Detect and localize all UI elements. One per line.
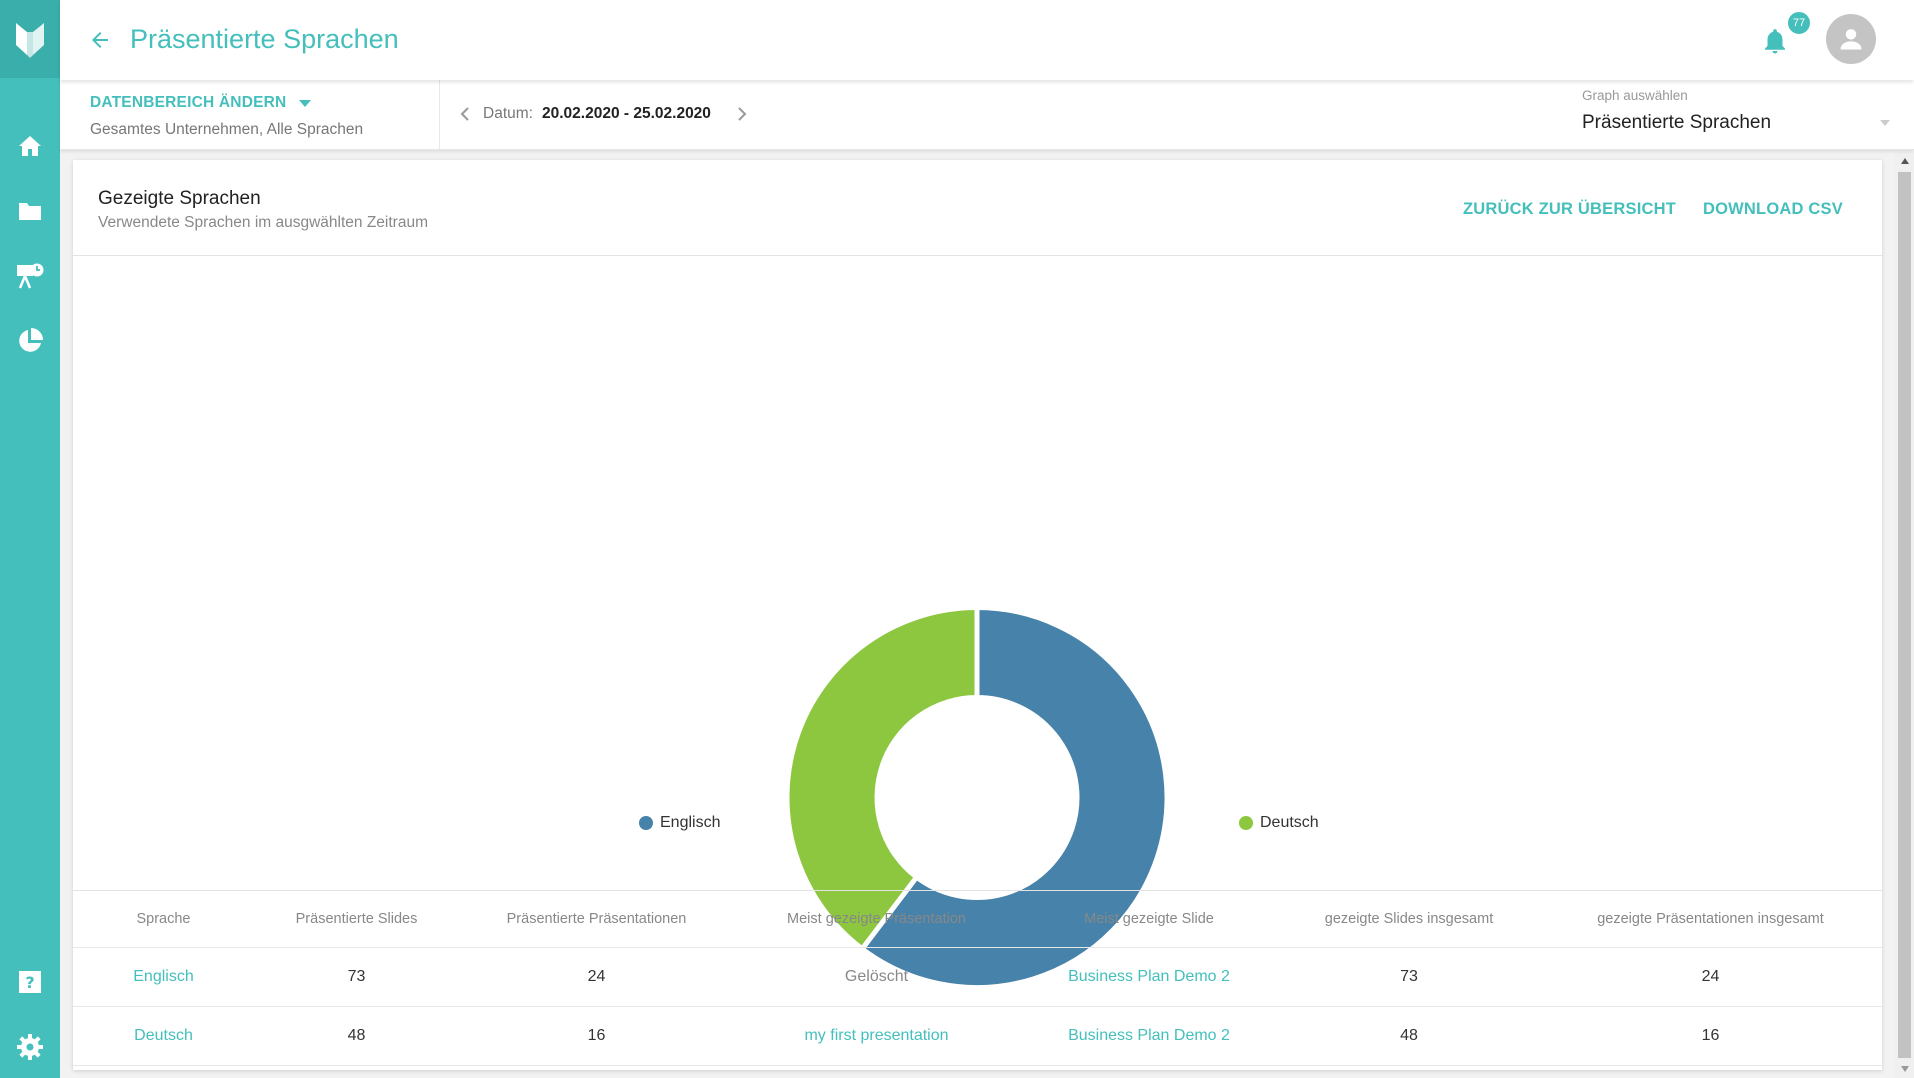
graph-select[interactable]: Graph auswählen Präsentierte Sprachen [1582, 88, 1892, 144]
top-header: Präsentierte Sprachen 77 [60, 0, 1914, 80]
gear-icon [17, 1034, 43, 1060]
arrow-up-icon [1900, 158, 1909, 164]
chevron-left-icon [460, 107, 469, 121]
table-cell: 16 [587, 1027, 606, 1044]
slide-link[interactable]: Business Plan Demo 2 [1068, 968, 1230, 985]
chevron-right-icon [738, 107, 747, 121]
column-header[interactable]: Sprache [136, 911, 191, 927]
column-header[interactable]: gezeigte Slides insgesamt [1324, 911, 1494, 927]
sidebar-item-settings[interactable] [0, 1020, 60, 1074]
stats-card: Gezeigte Sprachen Verwendete Sprachen im… [73, 160, 1882, 1070]
card-header: Gezeigte Sprachen Verwendete Sprachen im… [73, 160, 1882, 256]
table-cell: Gelöscht [844, 968, 909, 985]
language-link[interactable]: Englisch [133, 968, 194, 985]
table-header-row: Sprache Präsentierte Slides Präsentierte… [73, 891, 1882, 948]
pie-chart-icon [19, 328, 43, 352]
table-cell: 73 [347, 968, 366, 985]
table-cell: 73 [1400, 968, 1418, 985]
logo[interactable] [0, 0, 60, 78]
legend-dot-englisch [639, 816, 653, 830]
sidebar-item-files[interactable] [0, 184, 60, 238]
slide-link[interactable]: Business Plan Demo 2 [1068, 1027, 1230, 1044]
scroll-down-button[interactable] [1895, 1060, 1914, 1078]
column-header[interactable]: Meist gezeigte Präsentation [787, 911, 966, 927]
arrow-left-icon [92, 32, 108, 48]
user-icon [1840, 29, 1862, 50]
sidebar-item-presentations[interactable] [0, 249, 60, 303]
table-cell: 16 [1701, 1027, 1720, 1044]
sidebar-item-home[interactable] [0, 119, 60, 173]
arrow-down-icon [1900, 1066, 1909, 1072]
presentation-link[interactable]: my first presentation [804, 1027, 949, 1044]
change-range-label: DATENBEREICH ÄNDERN [90, 94, 287, 111]
home-icon [19, 136, 41, 156]
change-range-button[interactable]: DATENBEREICH ÄNDERN [90, 94, 312, 112]
legend-dot-deutsch [1239, 816, 1253, 830]
table-cell: 48 [1400, 1027, 1418, 1044]
sidebar-item-help[interactable]: ? [0, 955, 60, 1009]
page-title: Präsentierte Sprachen [130, 24, 399, 54]
legend-item-deutsch[interactable]: Deutsch [1239, 814, 1319, 832]
back-to-overview-button[interactable]: ZURÜCK ZUR ÜBERSICHT [1463, 200, 1676, 218]
filter-bar: DATENBEREICH ÄNDERN Gesamtes Unternehmen… [60, 80, 1914, 150]
table-row: Deutsch 48 16 my first presentation Busi… [73, 1007, 1882, 1066]
notification-badge: 77 [1786, 10, 1812, 36]
bell-icon [1765, 29, 1785, 54]
range-summary: Gesamtes Unternehmen, Alle Sprachen [90, 121, 364, 138]
card-title: Gezeigte Sprachen [98, 188, 261, 209]
sidebar: ? [0, 0, 60, 1078]
date-label: Datum: [483, 105, 533, 122]
donut-slice-englisch[interactable] [858, 604, 1170, 990]
user-avatar[interactable] [1826, 14, 1876, 64]
table-row: Englisch 73 24 Gelöscht Business Plan De… [73, 948, 1882, 1007]
caret-down-icon [299, 100, 312, 107]
date-next-button[interactable] [730, 102, 754, 126]
help-icon: ? [19, 971, 41, 993]
column-header[interactable]: Meist gezeigte Slide [1084, 911, 1214, 927]
scrollbar-thumb[interactable] [1898, 172, 1911, 1058]
graph-select-label: Graph auswählen [1582, 88, 1688, 103]
fox-logo-icon [16, 23, 44, 58]
date-prev-button[interactable] [453, 102, 477, 126]
table-cell: 24 [587, 968, 606, 985]
column-header[interactable]: gezeigte Präsentationen insgesamt [1597, 911, 1824, 927]
folder-icon [19, 203, 41, 220]
range-filter: DATENBEREICH ÄNDERN Gesamtes Unternehmen… [60, 80, 440, 150]
presentation-icon [17, 263, 44, 289]
column-header[interactable]: Präsentierte Präsentationen [506, 911, 687, 927]
download-csv-button[interactable]: DOWNLOAD CSV [1703, 200, 1843, 218]
donut-chart [784, 604, 1170, 990]
legend-item-englisch[interactable]: Englisch [639, 814, 720, 832]
table-cell: 48 [347, 1027, 366, 1044]
legend-label-deutsch: Deutsch [1260, 814, 1319, 831]
languages-table: Sprache Präsentierte Slides Präsentierte… [73, 890, 1882, 1066]
donut-slice-deutsch[interactable] [784, 604, 980, 953]
legend-label-englisch: Englisch [660, 814, 721, 831]
table-cell: 24 [1701, 968, 1720, 985]
caret-down-icon [1880, 120, 1890, 126]
scroll-up-button[interactable] [1895, 152, 1914, 170]
back-button[interactable] [84, 24, 116, 56]
card-subtitle: Verwendete Sprachen im ausgwählten Zeitr… [98, 214, 428, 231]
language-link[interactable]: Deutsch [134, 1027, 193, 1044]
sidebar-item-statistics[interactable] [0, 314, 60, 368]
column-header[interactable]: Präsentierte Slides [295, 911, 418, 927]
date-range-value: 20.02.2020 - 25.02.2020 [542, 105, 711, 122]
graph-select-value: Präsentierte Sprachen [1582, 112, 1772, 133]
svg-text:?: ? [25, 973, 34, 992]
notifications-button[interactable] [1760, 26, 1790, 56]
